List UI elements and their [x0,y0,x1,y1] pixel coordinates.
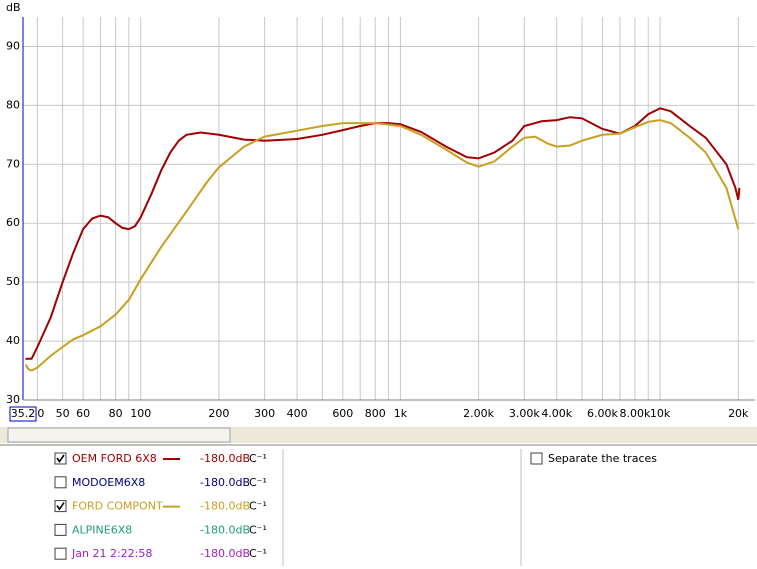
trace-checkbox[interactable] [54,547,67,560]
trace-checkbox[interactable] [54,452,67,465]
y-tick-label: 40 [6,334,20,347]
trace-offset: -180.0dB [200,547,250,560]
x-start-label: 35.2 [11,407,36,420]
trace-name: Jan 21 2:22:58 [71,547,152,560]
trace-name: MODOEM6X8 [72,476,145,489]
trace-line [24,119,740,372]
trace-checkbox[interactable] [54,476,67,489]
x-tick-label: 6.00k [587,407,618,420]
checkmark [56,502,65,511]
trace-offset: -180.0dB [200,500,250,513]
trace-name: ALPINE6X8 [72,523,132,536]
y-tick-label: 30 [6,393,20,406]
x-tick-label: 80 [109,407,123,420]
x-tick-label: 400 [287,407,308,420]
y-tick-label: 60 [6,216,20,229]
x-tick-label: 20k [728,407,749,420]
y-tick-label: 90 [6,39,20,52]
scrollbar-thumb[interactable] [7,427,231,443]
y-tick-label: 50 [6,275,20,288]
trace-line [25,107,741,360]
separate-checkbox[interactable] [530,452,543,465]
trace-name: OEM FORD 6X8 [72,452,157,465]
trace-unit: C⁻¹ [249,452,267,465]
x-tick-label: 2.00k [463,407,494,420]
x-tick-label: 100 [130,407,151,420]
trace-checkbox[interactable] [54,500,67,513]
trace-unit: C⁻¹ [249,547,267,560]
x-tick-label: 300 [254,407,275,420]
x-start-box [9,406,37,422]
trace-offset: -180.0dB [200,523,250,536]
x-tick-label: 600 [332,407,353,420]
x-tick-label: 3.00k [509,407,540,420]
x-tick-label: 60 [76,407,90,420]
x-tick-label: 50 [56,407,70,420]
x-tick-label: 8.00k [619,407,650,420]
y-tick-label: 70 [6,157,20,170]
x-tick-label: 800 [365,407,386,420]
trace-unit: C⁻¹ [249,500,267,513]
separate-label: Separate the traces [548,452,657,465]
x-tick-label: 200 [208,407,229,420]
x-tick-label: 10k [650,407,671,420]
trace-name: FORD COMPONT [72,500,163,513]
trace-offset: -180.0dB [200,452,250,465]
trace-unit: C⁻¹ [249,523,267,536]
trace-unit: C⁻¹ [249,476,267,489]
y-tick-label: 80 [6,98,20,111]
y-axis-label: dB [6,1,21,14]
trace-checkbox[interactable] [54,523,67,536]
x-tick-label: 4.00k [541,407,572,420]
checkmark [56,454,65,463]
x-tick-label: 1k [394,407,408,420]
trace-offset: -180.0dB [200,476,250,489]
